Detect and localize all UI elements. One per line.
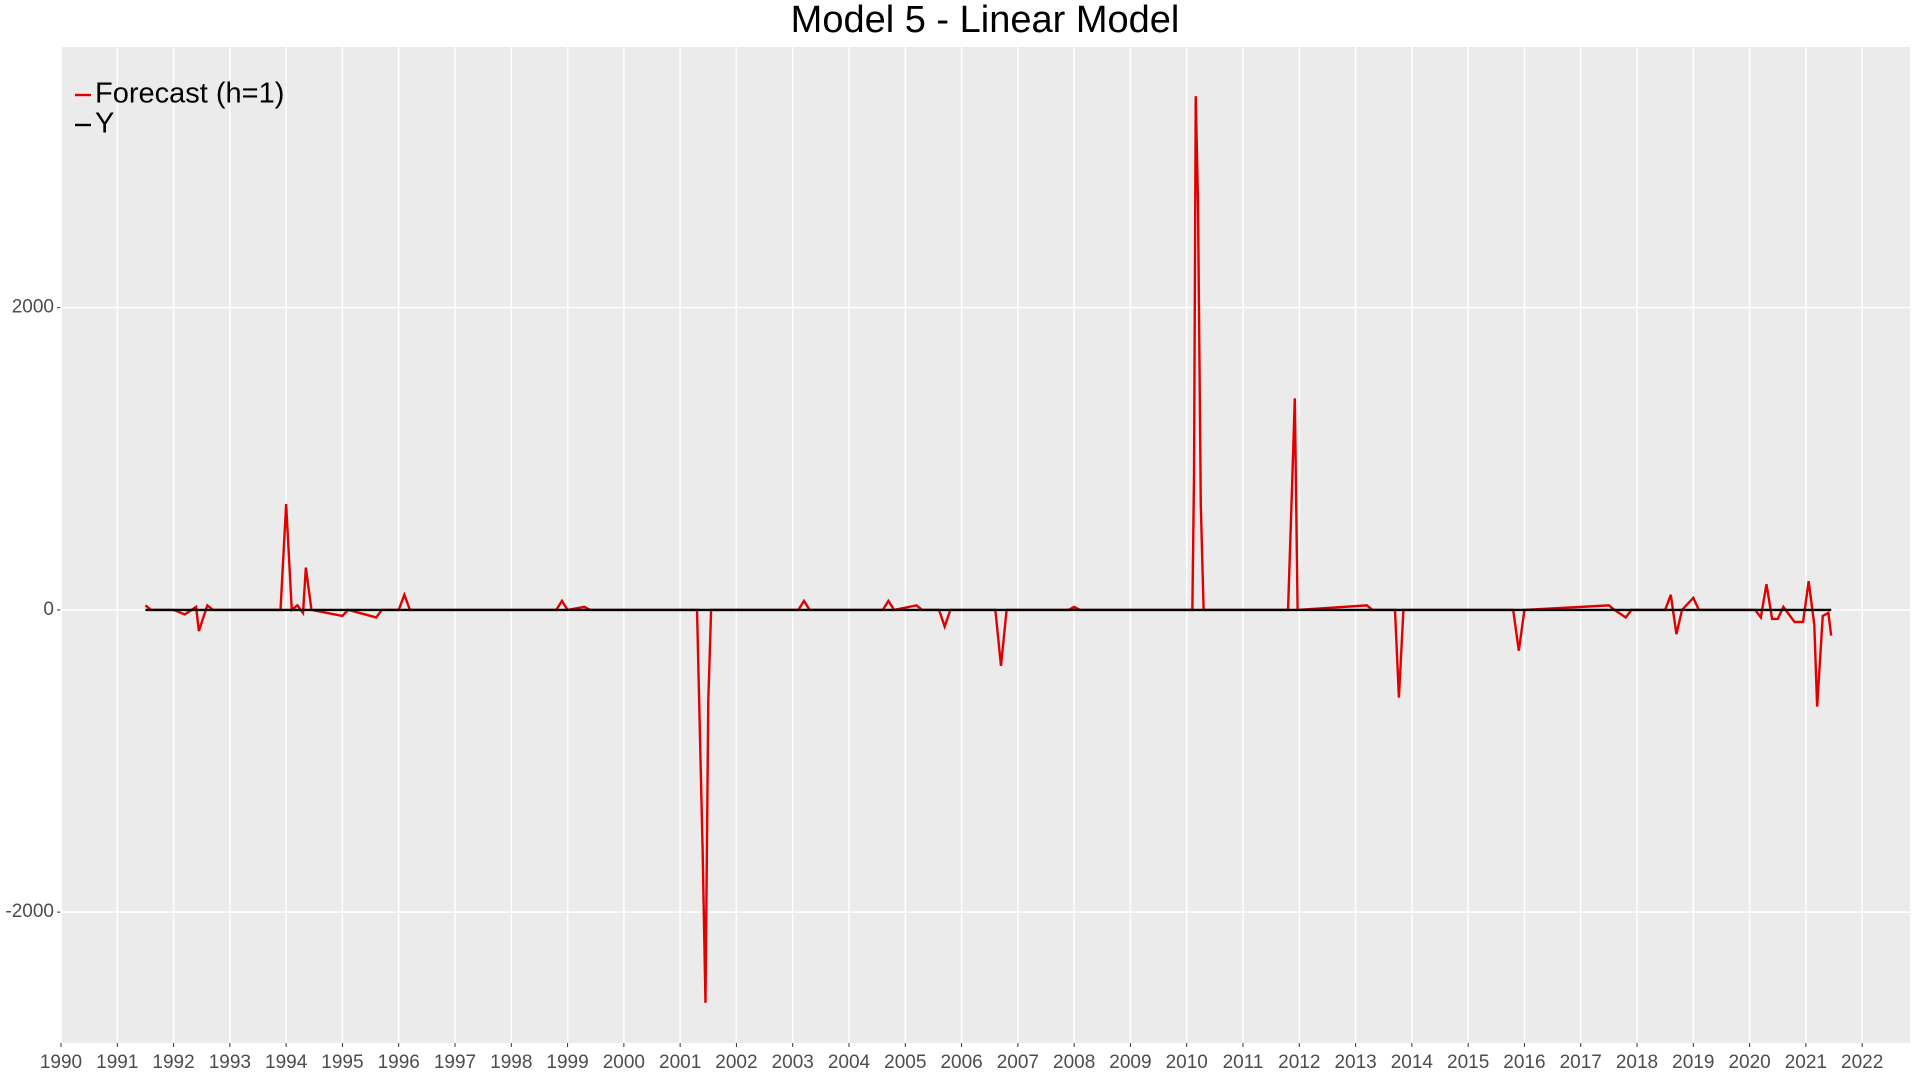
x-tick-label: 2006	[940, 1052, 982, 1073]
x-tick-label: 2020	[1728, 1052, 1770, 1073]
x-tick-label: 1998	[490, 1052, 532, 1073]
x-tick-label: 2017	[1560, 1052, 1602, 1073]
x-tick-label: 2016	[1503, 1052, 1545, 1073]
x-tick-label: 1991	[96, 1052, 138, 1073]
x-tick-label: 2003	[772, 1052, 814, 1073]
x-tick-label: 2004	[828, 1052, 871, 1073]
x-tick-label: 1999	[546, 1052, 588, 1073]
x-tick-label: 2007	[997, 1052, 1039, 1073]
x-tick-label: 2014	[1391, 1052, 1434, 1073]
x-tick-label: 2009	[1109, 1052, 1151, 1073]
x-tick-label: 1997	[434, 1052, 476, 1073]
y-tick-label: -2000	[5, 901, 54, 922]
y-tick-label: 2000	[12, 297, 54, 318]
x-tick-label: 1996	[378, 1052, 420, 1073]
x-tick-label: 2015	[1447, 1052, 1489, 1073]
plot-panel	[61, 47, 1910, 1043]
x-tick-label: 2019	[1672, 1052, 1714, 1073]
x-tick-label: 2013	[1334, 1052, 1376, 1073]
x-tick-label: 2021	[1785, 1052, 1827, 1073]
x-tick-label: 2005	[884, 1052, 926, 1073]
y-tick-label: 0	[43, 599, 54, 620]
x-tick-label: 2022	[1841, 1052, 1883, 1073]
x-tick-label: 2002	[715, 1052, 757, 1073]
x-tick-label: 1992	[152, 1052, 194, 1073]
legend-label: Forecast (h=1)	[95, 78, 284, 110]
x-tick-label: 2008	[1053, 1052, 1095, 1073]
legend-label: Y	[95, 108, 114, 140]
x-tick-label: 2000	[603, 1052, 645, 1073]
x-tick-label: 1993	[209, 1052, 251, 1073]
x-tick-label: 1990	[40, 1052, 82, 1073]
chart-title: Model 5 - Linear Model	[791, 0, 1180, 41]
x-tick-label: 2010	[1166, 1052, 1208, 1073]
x-tick-label: 2018	[1616, 1052, 1658, 1073]
x-tick-label: 2001	[659, 1052, 701, 1073]
x-tick-label: 1995	[321, 1052, 363, 1073]
x-tick-label: 1994	[265, 1052, 308, 1073]
x-tick-label: 2012	[1278, 1052, 1320, 1073]
x-tick-label: 2011	[1223, 1052, 1264, 1073]
